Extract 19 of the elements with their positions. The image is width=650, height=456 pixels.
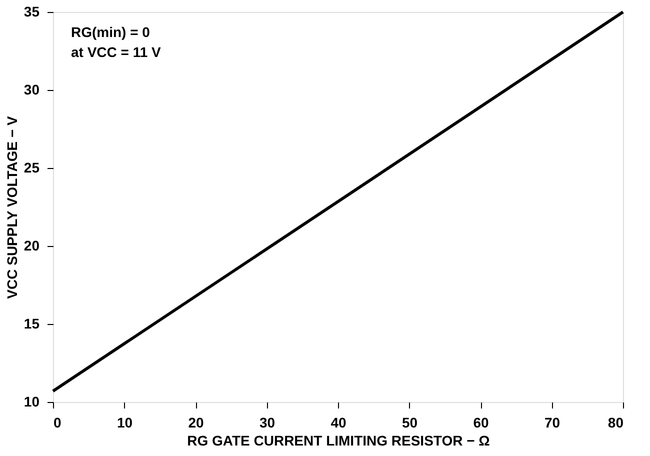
x-tick-label: 70: [544, 414, 560, 430]
y-axis-title: VCC SUPPLY VOLTAGE − V: [4, 115, 20, 299]
y-tick-label: 15: [24, 316, 40, 332]
x-tick-label: 30: [259, 414, 276, 430]
y-tick-label: 25: [24, 160, 40, 176]
y-tick-label: 35: [24, 4, 40, 20]
y-tick-label: 30: [24, 82, 40, 98]
x-tick-label: 40: [330, 414, 346, 430]
x-tick-label: 0: [54, 414, 62, 430]
annotation: RG(min) = 0: [71, 24, 150, 40]
x-tick-label: 20: [188, 414, 204, 430]
x-tick-label: 60: [473, 414, 489, 430]
x-tick-label: 80: [608, 414, 624, 430]
x-axis-title: RG GATE CURRENT LIMITING RESISTOR − Ω: [187, 432, 490, 448]
x-tick-label: 50: [402, 414, 418, 430]
x-tick-label: 10: [116, 414, 133, 430]
annotation: at VCC = 11 V: [71, 44, 162, 60]
y-tick-label: 10: [24, 394, 40, 410]
y-tick-label: 20: [24, 238, 40, 254]
